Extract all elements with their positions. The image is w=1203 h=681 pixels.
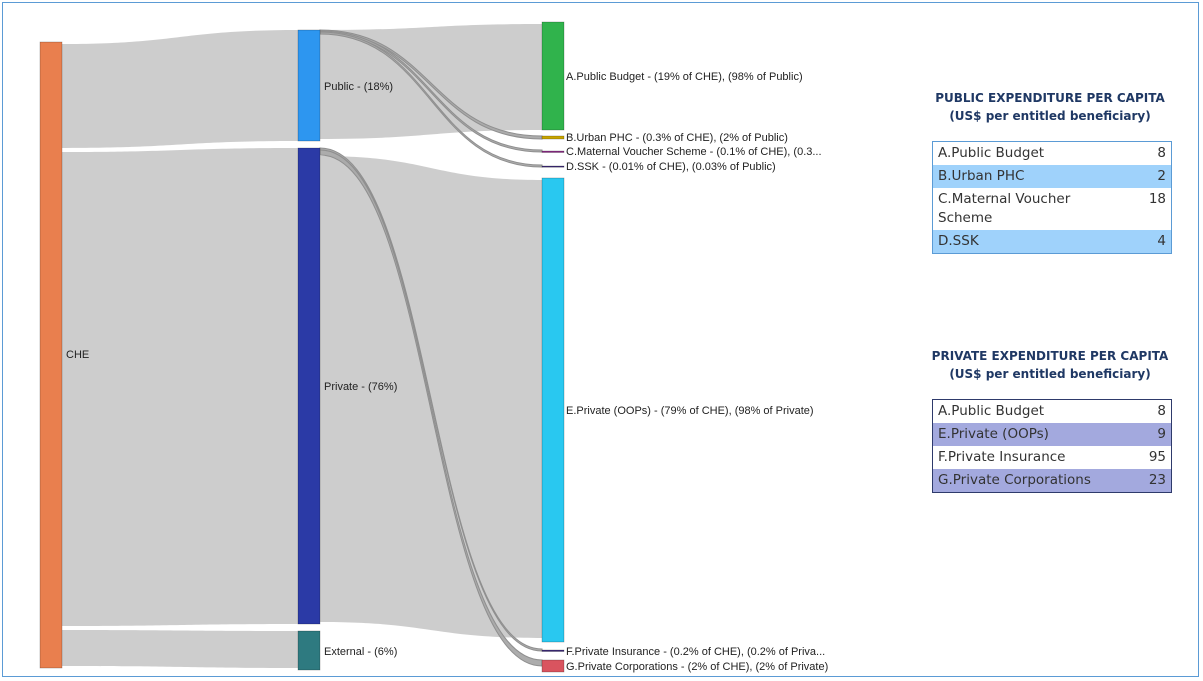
row-label: A.Public Budget <box>938 145 1045 161</box>
public-panel-title: PUBLIC EXPENDITURE PER CAPITA (US$ per e… <box>900 89 1200 125</box>
node-che[interactable] <box>39 41 63 669</box>
row-label: E.Private (OOPs) <box>938 426 1049 442</box>
node-g[interactable] <box>541 659 565 673</box>
table-row: A.Public Budget 8 <box>933 400 1172 424</box>
node-label-f: F.Private Insurance - (0.2% of CHE), (0.… <box>566 646 825 658</box>
table-row: B.Urban PHC 2 <box>932 165 1172 188</box>
private-panel-title: PRIVATE EXPENDITURE PER CAPITA (US$ per … <box>900 347 1200 383</box>
link-public-to-a <box>320 24 542 139</box>
row-label: B.Urban PHC <box>938 168 1025 184</box>
public-title-line2: (US$ per entitled beneficiary) <box>949 109 1151 123</box>
node-label-e: E.Private (OOPs) - (79% of CHE), (98% of… <box>566 405 814 417</box>
table-row: D.SSK 4 <box>932 230 1172 254</box>
node-label-a: A.Public Budget - (19% of CHE), (98% of … <box>566 71 803 83</box>
node-label-che: CHE <box>66 349 89 361</box>
node-label-public: Public - (18%) <box>324 81 393 93</box>
node-label-b: B.Urban PHC - (0.3% of CHE), (2% of Publ… <box>566 132 788 144</box>
node-b[interactable] <box>541 135 565 140</box>
node-d[interactable] <box>541 165 565 168</box>
node-label-g: G.Private Corporations - (2% of CHE), (2… <box>566 661 828 673</box>
node-f[interactable] <box>541 649 565 652</box>
row-value: 8 <box>1157 403 1166 419</box>
row-label: A.Public Budget <box>938 403 1045 419</box>
node-e[interactable] <box>541 177 565 643</box>
row-value: 4 <box>1157 233 1166 249</box>
row-value: 2 <box>1157 168 1166 184</box>
node-private[interactable] <box>297 147 321 625</box>
link-che-to-external <box>62 630 298 668</box>
public-expenditure-table: A.Public Budget 8 B.Urban PHC 2 C.Matern… <box>932 141 1172 254</box>
nodes-layer <box>39 21 565 673</box>
table-row: F.Private Insurance 95 <box>933 446 1172 469</box>
row-label: G.Private Corporations <box>938 472 1091 488</box>
row-value: 95 <box>1148 449 1166 465</box>
private-title-line2: (US$ per entitled beneficiary) <box>949 367 1151 381</box>
node-a[interactable] <box>541 21 565 131</box>
private-title-line1: PRIVATE EXPENDITURE PER CAPITA <box>931 349 1169 363</box>
labels-layer: CHE Public - (18%) Private - (76%) External… <box>66 71 828 673</box>
node-public[interactable] <box>297 29 321 142</box>
node-label-d: D.SSK - (0.01% of CHE), (0.03% of Public… <box>566 161 776 173</box>
node-label-external: External - (6%) <box>324 646 397 658</box>
link-che-to-public <box>62 30 298 148</box>
links-layer <box>62 24 543 668</box>
node-label-private: Private - (76%) <box>324 381 397 393</box>
row-value: 8 <box>1157 145 1166 161</box>
table-row: G.Private Corporations 23 <box>932 469 1172 493</box>
row-value: 9 <box>1157 426 1166 442</box>
row-value: 18 <box>1148 191 1166 207</box>
node-label-c: C.Maternal Voucher Scheme - (0.1% of CHE… <box>566 146 822 158</box>
row-value: 23 <box>1148 472 1166 488</box>
table-row: E.Private (OOPs) 9 <box>932 423 1172 446</box>
private-expenditure-table: A.Public Budget 8 E.Private (OOPs) 9 F.P… <box>932 399 1172 493</box>
row-label: D.SSK <box>938 233 979 249</box>
node-c[interactable] <box>541 150 565 153</box>
node-external[interactable] <box>297 630 321 671</box>
table-row: A.Public Budget 8 <box>933 142 1172 166</box>
row-label: F.Private Insurance <box>938 449 1066 465</box>
table-row: C.Maternal Voucher Scheme 18 <box>933 188 1172 230</box>
row-label: C.Maternal Voucher Scheme <box>938 191 1071 226</box>
link-che-to-private <box>62 148 298 626</box>
public-title-line1: PUBLIC EXPENDITURE PER CAPITA <box>935 91 1165 105</box>
